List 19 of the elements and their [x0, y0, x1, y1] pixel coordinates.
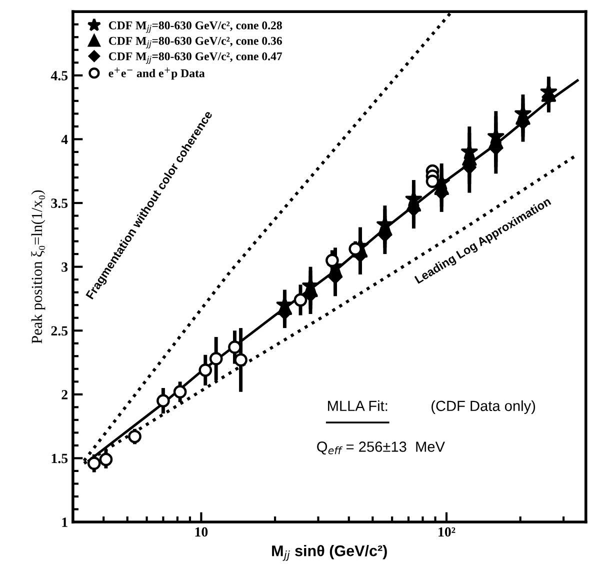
x-tick-label: 10² [438, 527, 456, 537]
y-axis-title: Peak position ξ₀=ln(1/x₀) [31, 190, 46, 344]
y-tick-label: 2 [62, 390, 68, 400]
legend-label: CDF M$_{jj}$=80-630 GeV/c², cone 0.36 [108, 36, 282, 48]
y-tick-label: 4.5 [50, 71, 68, 80]
y-tick-label: 4 [61, 134, 68, 144]
x-axis-title: M$_{jj}$ sinθ (GeV/c²) [272, 545, 387, 561]
annotation: Q$_{eff}$ = 256±13 MeV [317, 442, 445, 454]
legend-label: CDF M$_{jj}$=80-630 GeV/c², cone 0.28 [108, 21, 282, 33]
y-tick-label: 1.5 [52, 454, 68, 464]
y-tick-label: 2.5 [51, 326, 68, 336]
annotation: MLLA Fit: [328, 400, 388, 412]
x-tick-label: 10 [195, 527, 208, 537]
y-tick-label: 3.5 [51, 198, 68, 208]
y-tick-label: 1 [62, 518, 68, 527]
y-tick-label: 3 [62, 262, 68, 272]
annotation: (CDF Data only) [432, 400, 536, 414]
legend-label: e$^{+}$e$^{−}$ and e$^{+}$p Data [108, 67, 205, 80]
legend-label: CDF M$_{jj}$=80-630 GeV/c², cone 0.47 [108, 52, 282, 64]
